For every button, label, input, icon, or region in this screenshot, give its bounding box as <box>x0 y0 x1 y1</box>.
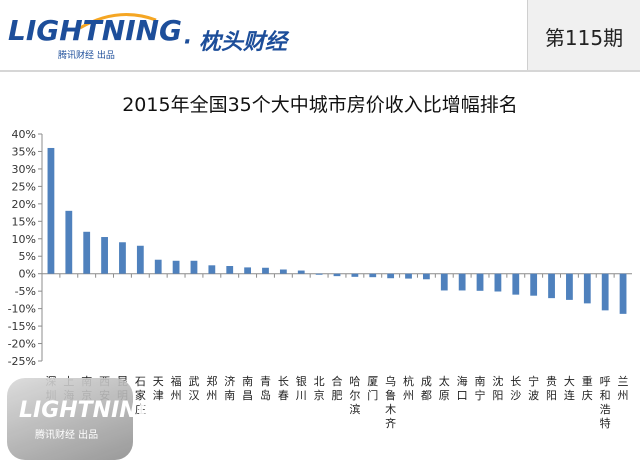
bar <box>530 273 538 296</box>
y-tick-label: -15% <box>8 320 36 333</box>
y-tick-label: -10% <box>8 303 36 316</box>
x-tick-label: 济南 <box>224 374 235 402</box>
bar <box>566 273 573 300</box>
y-tick-label: 40% <box>12 128 36 141</box>
x-tick-label: 呼和浩特 <box>600 375 611 430</box>
x-tick-label: 南宁 <box>475 375 486 402</box>
x-tick-label: 青岛 <box>260 375 271 402</box>
bar <box>208 265 216 274</box>
y-tick-label: 10% <box>12 233 36 246</box>
bar <box>333 273 341 277</box>
bar <box>83 231 91 274</box>
x-tick-label: 哈尔滨 <box>349 375 360 416</box>
y-tick-label: -20% <box>8 338 36 351</box>
x-tick-label: 长沙 <box>510 375 521 402</box>
x-tick-label: 兰州 <box>618 375 629 402</box>
bar <box>440 273 448 291</box>
bar <box>65 210 73 274</box>
x-tick-label: 厦门 <box>367 375 378 402</box>
bar <box>619 273 627 314</box>
y-tick-label: -25% <box>8 355 36 368</box>
bar <box>154 259 162 274</box>
x-tick-label: 银川 <box>296 374 307 402</box>
x-tick-label: 北京 <box>314 375 325 402</box>
watermark-subtitle: 腾讯财经 出品 <box>35 430 99 441</box>
bar <box>405 273 412 279</box>
x-tick-label: 大连 <box>564 374 575 402</box>
x-tick-label: 合肥 <box>332 374 343 402</box>
logo-text: LIGHTNING <box>8 14 183 47</box>
bar <box>226 266 234 274</box>
x-tick-label: 沈阳 <box>492 374 503 402</box>
x-tick-label: 贵阳 <box>546 375 557 402</box>
x-tick-label: 海口 <box>457 374 468 402</box>
bar <box>315 273 323 275</box>
watermark-text: LIGHTNING <box>19 398 156 423</box>
logo-subtitle: 腾讯财经 出品 <box>58 51 115 61</box>
bar <box>244 267 252 274</box>
x-tick-label: 南昌 <box>242 375 253 402</box>
x-tick-label: 福州 <box>171 374 182 402</box>
x-tick-label: 天津 <box>153 375 164 402</box>
x-tick-label: 郑州 <box>206 374 217 402</box>
x-tick-label: 武汉 <box>188 375 199 402</box>
bar <box>190 260 198 274</box>
bar <box>422 273 430 280</box>
bar <box>351 273 359 277</box>
y-tick-label: 15% <box>12 215 36 228</box>
brand-name: · 枕头财经 <box>183 30 288 55</box>
bar <box>494 273 502 292</box>
swoosh-icon <box>79 13 157 30</box>
x-tick-label: 成都 <box>421 375 432 402</box>
bar <box>476 273 484 291</box>
issue-badge: 第115期 <box>527 0 640 70</box>
bar <box>601 273 609 311</box>
x-tick-label: 乌鲁木齐 <box>385 374 396 430</box>
bar <box>262 267 269 274</box>
y-tick-label: 35% <box>12 145 36 158</box>
bar <box>458 273 466 291</box>
issue-label: 第115期 <box>544 26 624 50</box>
bar <box>369 273 377 278</box>
bar <box>172 260 180 274</box>
watermark-logo: LIGHTNING 腾讯财经 出品 <box>7 378 156 460</box>
lightning-logo[interactable]: LIGHTNING 腾讯财经 出品 · 枕头财经 <box>8 12 308 61</box>
x-tick-label: 长春 <box>278 375 289 402</box>
chart-title: 2015年全国35个大中城市房价收入比增幅排名 <box>122 94 518 116</box>
x-tick-label: 杭州 <box>403 374 414 402</box>
bar <box>512 273 520 295</box>
bar <box>119 242 126 274</box>
y-tick-label: -5% <box>15 285 36 298</box>
y-tick-label: 0% <box>19 268 36 281</box>
y-tick-label: 20% <box>12 198 36 211</box>
y-tick-label: 5% <box>19 250 36 263</box>
y-tick-label: 25% <box>12 180 36 193</box>
x-tick-label: 重庆 <box>582 374 593 402</box>
bar <box>583 273 591 304</box>
bar <box>279 269 287 274</box>
y-tick-label: 30% <box>12 163 36 176</box>
bar <box>47 147 55 274</box>
bar <box>136 245 144 274</box>
x-tick-label: 宁波 <box>528 374 539 402</box>
bar <box>101 237 108 274</box>
bar <box>387 273 395 279</box>
bar <box>548 273 555 299</box>
x-tick-label: 太原 <box>439 375 450 402</box>
header-bar: LIGHTNING 腾讯财经 出品 · 枕头财经 第115期 <box>0 0 640 70</box>
header-divider <box>0 70 640 72</box>
bar <box>297 270 305 274</box>
x-tick-label: 石家庄 <box>135 375 146 416</box>
